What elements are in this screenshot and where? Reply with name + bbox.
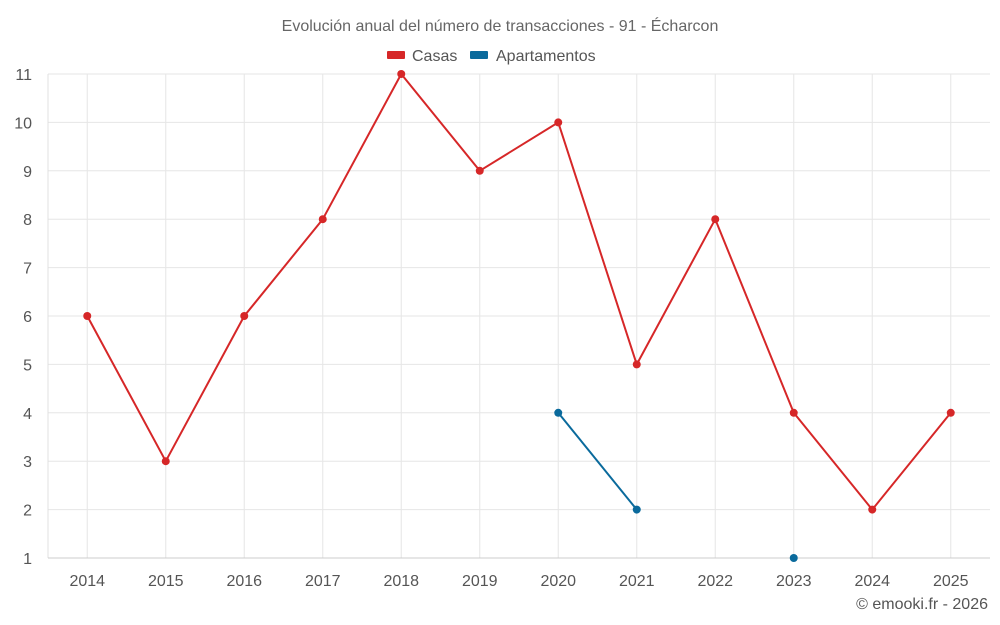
y-tick-label: 2 — [23, 503, 32, 520]
credit-text: © emooki.fr - 2026 — [856, 596, 988, 613]
y-tick-label: 9 — [23, 164, 32, 181]
legend-swatch-apartamentos — [470, 51, 488, 59]
data-point-casas[interactable] — [318, 215, 327, 224]
y-axis: 1 2 3 4 5 6 7 8 9 10 11 — [14, 67, 49, 568]
legend-label-apartamentos[interactable]: Apartamentos — [496, 48, 596, 65]
data-point-apartamentos[interactable] — [632, 505, 641, 514]
x-tick-label: 2021 — [619, 573, 655, 590]
x-tick-label: 2017 — [305, 573, 341, 590]
series-group — [83, 70, 955, 562]
x-tick-label: 2015 — [148, 573, 184, 590]
chart-title: Evolución anual del número de transaccio… — [282, 16, 719, 35]
y-tick-label: 3 — [23, 454, 32, 471]
legend-swatch-casas — [387, 51, 405, 59]
data-point-casas[interactable] — [711, 215, 720, 224]
x-tick-label: 2023 — [776, 573, 812, 590]
legend-label-casas[interactable]: Casas — [412, 48, 457, 65]
x-tick-label: 2019 — [462, 573, 498, 590]
y-tick-label: 5 — [23, 357, 32, 374]
data-point-casas[interactable] — [240, 312, 249, 320]
x-tick-label: 2022 — [697, 573, 733, 590]
x-tick-label: 2025 — [933, 573, 969, 590]
data-point-casas[interactable] — [868, 505, 877, 514]
x-tick-label: 2014 — [69, 573, 105, 590]
data-point-casas[interactable] — [397, 70, 406, 78]
y-tick-label: 4 — [23, 406, 32, 423]
data-point-casas[interactable] — [632, 360, 641, 369]
x-tick-label: 2020 — [540, 573, 576, 590]
data-point-casas[interactable] — [83, 312, 92, 320]
y-tick-label: 10 — [14, 115, 32, 132]
y-tick-label: 1 — [23, 551, 32, 568]
series-line-casas — [86, 73, 952, 511]
x-tick-label: 2018 — [383, 573, 419, 590]
data-point-casas[interactable] — [161, 457, 170, 466]
y-tick-label: 7 — [23, 261, 32, 278]
data-point-apartamentos[interactable] — [554, 408, 563, 417]
x-tick-label: 2024 — [854, 573, 890, 590]
y-tick-label: 11 — [15, 67, 32, 84]
y-tick-label: 6 — [23, 309, 32, 326]
data-point-casas[interactable] — [475, 166, 484, 175]
data-point-casas[interactable] — [554, 118, 563, 127]
data-point-casas[interactable] — [789, 408, 798, 417]
series-line-apartamentos — [557, 412, 638, 511]
legend: Casas Apartamentos — [387, 48, 596, 65]
x-tick-label: 2016 — [226, 573, 262, 590]
y-tick-label: 8 — [23, 212, 32, 229]
data-point-casas[interactable] — [946, 408, 955, 417]
x-axis: 2014 2015 2016 2017 2018 2019 2020 2021 2022 2023… — [48, 557, 990, 590]
data-point-apartamentos[interactable] — [789, 554, 798, 562]
